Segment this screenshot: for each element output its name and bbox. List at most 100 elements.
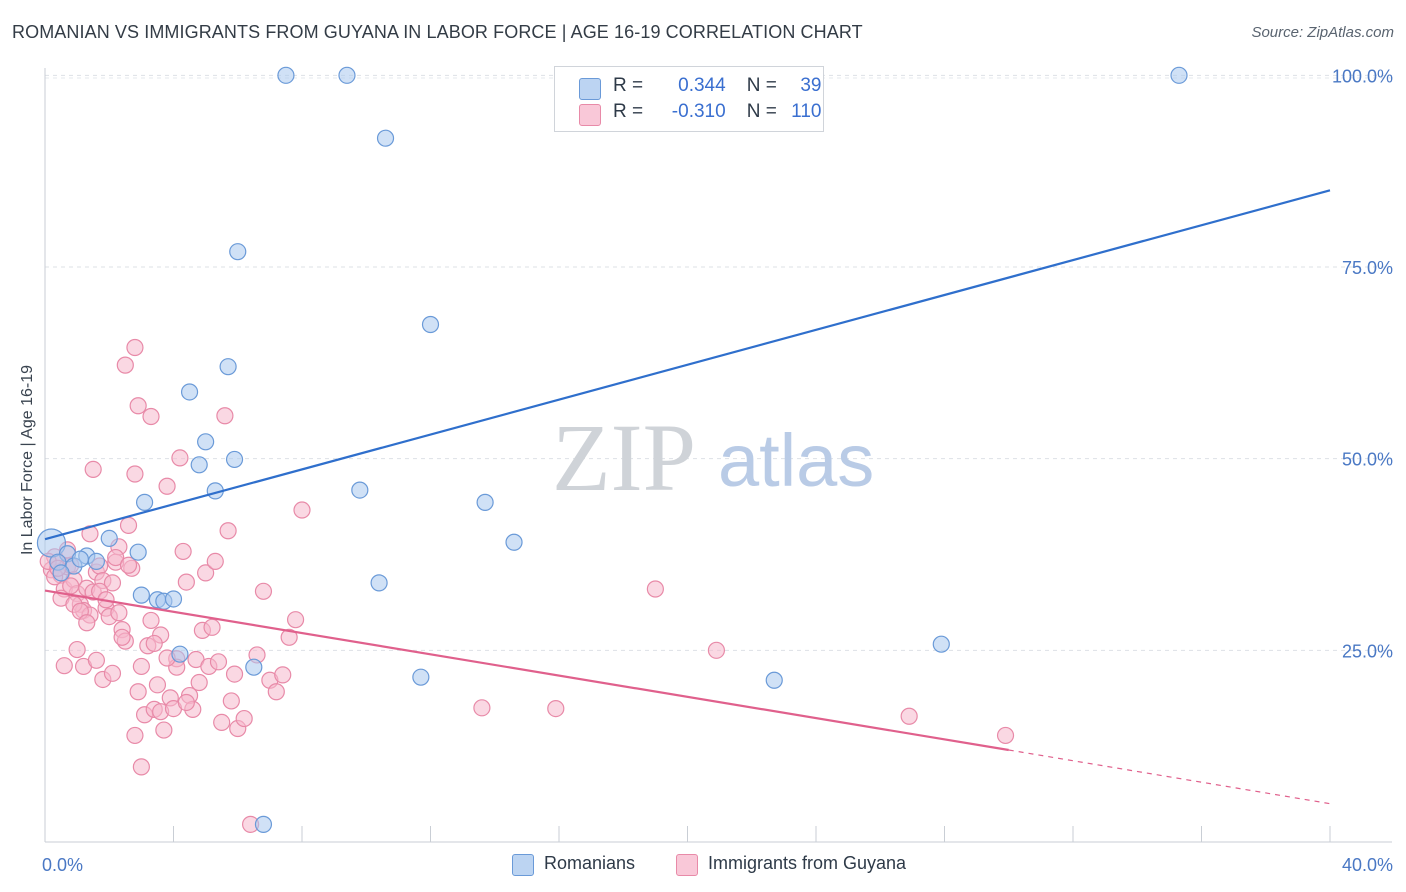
point-guyana [293,501,311,519]
trend-line-guyana-extension [1008,749,1331,805]
point-guyana [225,665,244,683]
y-tick-label: 100.0% [1332,66,1393,86]
point-romanians [180,383,199,401]
point-guyana [235,709,253,728]
point-romanians [164,590,183,608]
point-romanians [245,658,263,676]
point-guyana [84,460,102,478]
point-romanians [87,552,106,571]
point-romanians [219,358,237,376]
point-romanians [476,493,494,511]
point-guyana [142,611,160,630]
point-guyana [213,713,231,732]
point-guyana [996,726,1015,745]
point-romanians [129,543,147,561]
point-guyana [158,477,176,495]
point-guyana [274,666,292,684]
point-guyana [174,542,192,561]
point-guyana [197,564,215,582]
point-romanians [277,66,295,84]
point-guyana [177,693,195,712]
watermark: ZIP atlas [552,404,874,511]
point-guyana [155,721,173,739]
point-romanians [376,129,395,147]
point-guyana [78,614,96,632]
bottom-swatch-romanians [512,854,534,876]
point-romanians [71,550,89,568]
legend-swatch-romanians [579,78,601,100]
point-guyana [646,580,664,598]
trend-lines [44,189,1331,805]
point-romanians [505,533,523,551]
legend-text-guyana: R = -0.310 N = 110 [613,101,821,123]
point-guyana [171,449,189,467]
point-guyana [132,657,150,676]
bottom-label-guyana: Immigrants from Guyana [708,853,907,873]
legend-n-guyana: 110 [791,101,822,122]
x-tick-label: 40.0% [1342,855,1393,875]
point-romanians [229,243,247,261]
point-romanians [351,481,369,499]
point-guyana [280,628,298,646]
point-guyana [107,548,125,567]
legend-n-label: N = [746,75,777,96]
point-guyana [190,673,208,692]
y-tick-label: 75.0% [1342,258,1393,278]
point-romanians [412,668,430,686]
point-guyana [103,664,122,682]
legend-n-romanians: 39 [800,75,822,96]
point-guyana [113,628,131,646]
point-romanians [932,635,950,653]
point-guyana [129,397,147,415]
point-guyana [473,699,491,717]
point-guyana [129,683,147,701]
point-guyana [132,758,150,776]
point-romanians [765,671,783,689]
point-guyana [81,525,99,543]
chart-title: ROMANIAN VS IMMIGRANTS FROM GUYANA IN LA… [12,22,863,42]
point-romanians [338,66,356,84]
point-guyana [254,582,273,600]
watermark-atlas: atlas [718,419,874,502]
point-romanians [132,586,150,604]
point-guyana [126,338,144,357]
legend-r-label: R = [613,101,644,122]
series-romanians-points [36,66,1188,833]
legend-swatch-guyana [579,104,601,126]
point-romanians [421,315,440,334]
tick-labels: 25.0% 50.0% 75.0% 100.0% 0.0% 40.0% [42,66,1393,875]
point-romanians [254,815,273,833]
point-guyana [119,556,138,574]
point-romanians [1170,66,1188,84]
point-guyana [148,676,167,694]
point-guyana [267,683,285,701]
grid-lines [45,74,1392,651]
axes [44,68,1392,843]
point-guyana [707,641,726,659]
legend-text-romanians: R = 0.344 N = 39 [613,75,821,97]
point-guyana [126,465,144,483]
trend-line-romanians [44,189,1331,541]
bottom-swatch-guyana [676,854,698,876]
point-guyana [547,699,565,718]
point-guyana [116,356,134,374]
point-romanians [100,529,118,548]
point-guyana [222,692,240,710]
point-romanians [52,564,70,582]
point-guyana [103,574,122,592]
watermark-zip: ZIP [552,404,696,511]
point-guyana [145,634,163,653]
point-romanians [135,493,154,511]
point-romanians [197,433,215,451]
legend: R = 0.344 N = 39 R = -0.310 N = 110 [554,66,824,132]
point-guyana [216,407,234,425]
point-guyana [55,657,73,675]
y-tick-label: 50.0% [1342,450,1393,470]
source-label: Source: ZipAtlas.com [1251,24,1394,41]
series-guyana-points [39,338,1015,833]
point-guyana [126,726,144,745]
legend-r-romanians: 0.344 [678,75,726,96]
point-guyana [87,651,106,669]
point-guyana [119,516,138,534]
